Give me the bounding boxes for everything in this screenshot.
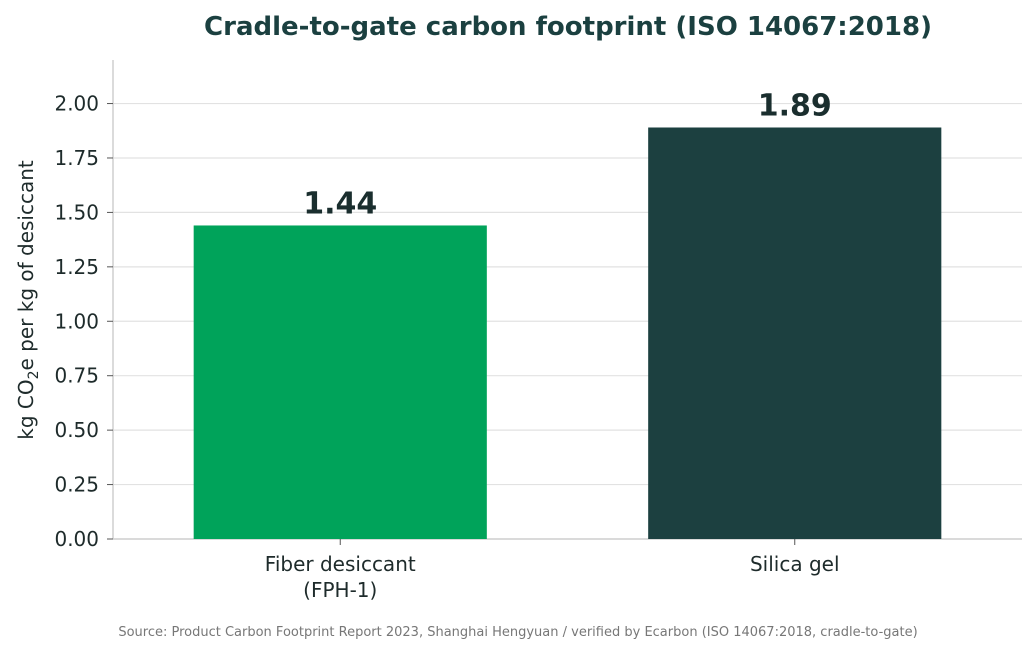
y-tick-label: 2.00 xyxy=(54,92,99,116)
bars xyxy=(193,127,942,540)
bar xyxy=(648,127,942,539)
chart-title: Cradle-to-gate carbon footprint (ISO 140… xyxy=(204,12,932,42)
y-tick-label: 0.25 xyxy=(54,473,99,497)
y-axis-label-prefix: kg CO xyxy=(14,379,38,439)
y-tick-label: 1.00 xyxy=(54,309,99,333)
y-tick-label: 0.00 xyxy=(54,527,99,551)
y-tick-label: 1.50 xyxy=(54,200,99,224)
y-ticks: 0.00 0.25 0.50 0.75 1.00 1.25 1.50 1.75 2.00 xyxy=(54,92,113,551)
y-axis-label-subscript: 2 xyxy=(26,371,42,380)
x-tick-label: Fiber desiccant xyxy=(265,552,416,576)
y-axis-label: kg CO2e per kg of desiccant xyxy=(14,160,42,440)
bar-value-label: 1.89 xyxy=(758,88,832,123)
y-axis-label-suffix: e per kg of desiccant xyxy=(14,160,38,370)
x-tick-label: Silica gel xyxy=(750,552,840,576)
y-tick-label: 1.25 xyxy=(54,255,99,279)
x-ticks: Fiber desiccant(FPH-1) Silica gel xyxy=(265,539,840,602)
y-tick-label: 0.75 xyxy=(54,364,99,388)
bar xyxy=(193,225,487,540)
x-tick-label: (FPH-1) xyxy=(303,578,377,602)
bar-value-label: 1.44 xyxy=(303,186,377,221)
y-tick-label: 1.75 xyxy=(54,146,99,170)
y-tick-label: 0.50 xyxy=(54,418,99,442)
value-labels: 1.44 1.89 xyxy=(303,88,832,221)
source-note: Source: Product Carbon Footprint Report … xyxy=(118,625,917,640)
